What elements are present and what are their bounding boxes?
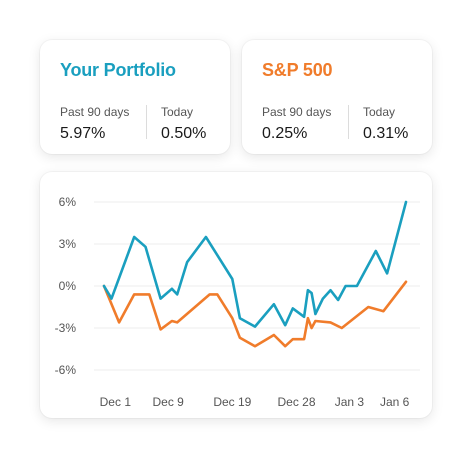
stat-divider	[146, 105, 147, 139]
portfolio-today-value: 0.50%	[161, 125, 207, 142]
x-tick-label: Dec 1	[100, 395, 132, 409]
x-tick-label: Jan 3	[335, 395, 365, 409]
portfolio-90-day-label: Past 90 days	[60, 105, 130, 119]
performance-line-chart: 6% 3% 0% -3% -6% Dec 1 Dec 9 Dec 19 Dec 28 Jan 3 J…	[55, 195, 420, 409]
your-portfolio-title: Your Portfolio	[60, 60, 176, 80]
portfolio-series-line	[102, 200, 408, 328]
your-portfolio-stats: Past 90 days 5.97% Today 0.50%	[60, 105, 210, 143]
portfolio-today-stat: Today 0.50%	[161, 105, 206, 143]
sp500-90-day-stat: Past 90 days 0.25%	[262, 105, 348, 143]
sp500-90-day-label: Past 90 days	[262, 105, 332, 119]
sp500-stats: Past 90 days 0.25% Today 0.31%	[262, 105, 412, 143]
x-tick-label: Dec 28	[278, 395, 316, 409]
sp500-series-line	[102, 280, 408, 348]
sp500-today-label: Today	[363, 105, 396, 119]
y-tick-label: 3%	[59, 237, 77, 251]
y-tick-label: 0%	[59, 279, 77, 293]
sp500-today-value: 0.31%	[363, 125, 409, 142]
portfolio-today-label: Today	[161, 105, 194, 119]
your-portfolio-card: Your Portfolio Past 90 days 5.97% Today …	[40, 40, 230, 154]
portfolio-90-day-value: 5.97%	[60, 125, 106, 142]
performance-chart-card: 6% 3% 0% -3% -6% Dec 1 Dec 9 Dec 19 Dec 28 Jan 3 J…	[40, 172, 432, 418]
sp500-90-day-value: 0.25%	[262, 125, 308, 142]
x-tick-label: Dec 19	[213, 395, 251, 409]
sp500-title: S&P 500	[262, 60, 333, 80]
y-tick-label: -6%	[55, 363, 77, 377]
stat-divider	[348, 105, 349, 139]
sp500-today-stat: Today 0.31%	[363, 105, 408, 143]
x-tick-label: Jan 6	[380, 395, 410, 409]
y-tick-label: -3%	[55, 321, 77, 335]
x-tick-label: Dec 9	[152, 395, 184, 409]
sp500-card: S&P 500 Past 90 days 0.25% Today 0.31%	[242, 40, 432, 154]
y-tick-label: 6%	[59, 195, 77, 209]
portfolio-90-day-stat: Past 90 days 5.97%	[60, 105, 146, 143]
